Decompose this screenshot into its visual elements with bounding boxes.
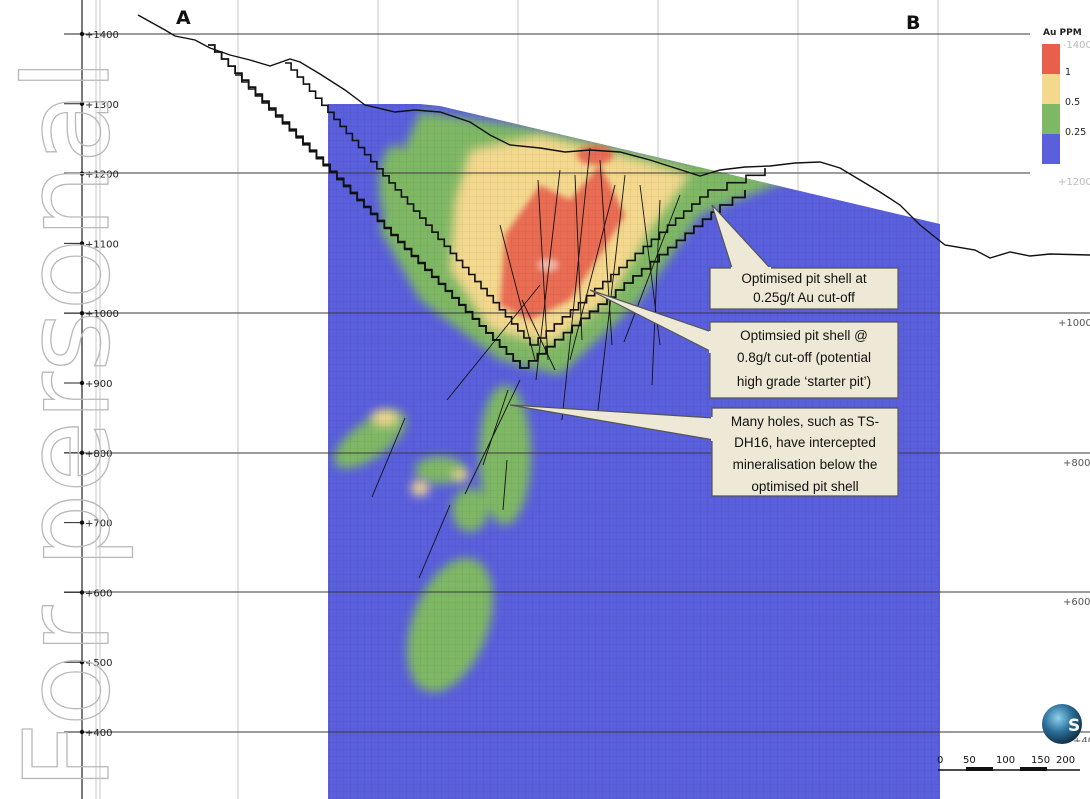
scale-label: 200 [1056,755,1075,766]
scale-label: 100 [996,755,1015,766]
axis-tick-dot [79,380,85,386]
axis-label: +800 [85,449,112,460]
axis-tick-dot [79,729,85,735]
callout-text: high grade ‘starter pit’) [737,374,871,389]
axis-label: +1400 [85,30,119,41]
axis-label: +400 [85,728,112,739]
axis-label: +1000 [85,309,119,320]
right-label: +400 [1073,736,1090,747]
scale-label: 0 [937,755,943,766]
watermark-text: For personal [0,59,136,790]
legend-swatch [1042,104,1060,134]
axis-label: +500 [85,658,112,669]
grid-horizontals [64,33,1090,733]
right-label: +1400 [1058,40,1090,51]
legend: Au PPM 1 0.5 0.25 [1040,28,1086,164]
right-label: +1000 [1058,318,1090,329]
axis-tick-dot [79,171,85,176]
callout-text: Many holes, such as TS- [731,414,879,429]
legend-label: 0.25 [1065,127,1086,138]
callout-shell-08: Optimsied pit shell @ 0.8g/t cut-off (po… [589,289,899,399]
right-label: +800 [1063,458,1090,469]
pit-shell-0.8 [285,62,766,346]
legend-swatch [1042,44,1060,74]
callout-text: optimised pit shell [751,479,858,494]
callout-text: mineralisation below the [733,457,878,472]
right-label: +600 [1063,597,1090,608]
right-elevation-labels: +1400 +1200 +1000 +800 +600 +400 [1058,40,1090,747]
axis-label: +700 [85,519,112,530]
axis-tick-dot [79,241,85,246]
axis-tick-dot [79,660,85,665]
legend-label: 0.5 [1065,97,1080,108]
axis-tick-dot [79,311,85,316]
watermark: For personal [0,58,137,791]
scale-label: 50 [963,755,976,766]
callout-holes-below: Many holes, such as TS- DH16, have inter… [509,404,899,497]
pit-shell-outer [235,74,521,368]
axis-label: +1100 [85,239,119,250]
axis-label: +900 [85,379,112,390]
callout-text: 0.8g/t cut-off (potential [737,350,871,365]
callout-text: 0.25g/t Au cut-off [753,290,855,305]
callout-text: Optimised pit shell at [741,271,867,286]
axis-tick-dot [79,101,85,107]
section-end-b: B [906,12,920,34]
axis-tick-dot [79,520,85,525]
scale-label: 150 [1031,755,1050,766]
topography-line [137,14,1090,259]
axis-tick-dot [79,590,85,595]
legend-swatch [1042,134,1060,164]
callout-text: DH16, have intercepted [734,435,876,450]
axis-tick-dot [79,31,85,37]
axis-label: +600 [85,588,112,599]
scale-bar: 0 50 100 150 200 [937,742,1090,799]
axis-label: +1300 [85,100,119,111]
axis-label: +1200 [85,170,119,181]
callout-shell-025: Optimised pit shell at 0.25g/t Au cut-of… [709,204,899,310]
callout-text: Optimsied pit shell @ [740,328,868,343]
company-logo: S [1042,704,1082,744]
left-elevation-axis: +1400 +1300 +1200 +1100 +1000 +900 +800 +700 +60… [64,0,119,799]
axis-tick-dot [79,450,85,455]
legend-swatch [1042,74,1060,104]
section-end-a: A [176,7,191,29]
right-label: +1200 [1058,177,1090,188]
legend-label: 1 [1065,67,1071,78]
legend-title: Au PPM [1043,28,1082,38]
logo-letter: S [1068,716,1080,736]
